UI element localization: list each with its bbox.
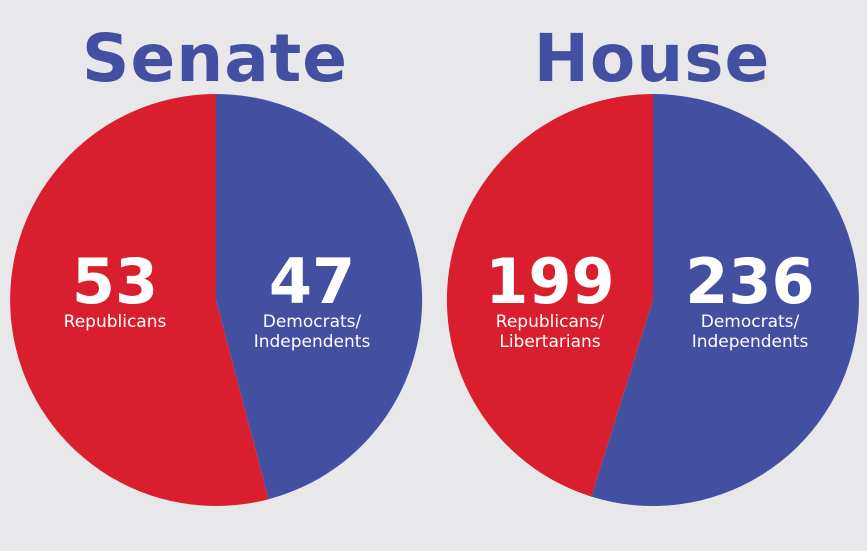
house-republican-party-line2: Libertarians bbox=[499, 332, 601, 352]
senate-republican-count: 53 bbox=[71, 245, 159, 318]
senate-democrat-slice bbox=[216, 93, 423, 500]
house-title: House bbox=[533, 20, 771, 97]
senate-democrat-count: 47 bbox=[268, 245, 356, 318]
senate-title: Senate bbox=[81, 20, 349, 97]
house-democrat-slice bbox=[591, 94, 859, 507]
senate-democrat-party-line2: Independents bbox=[253, 332, 371, 352]
senate-republican-label: 53 Republicans bbox=[40, 245, 190, 333]
house-pie bbox=[446, 93, 859, 507]
senate-republican-party: Republicans bbox=[63, 312, 167, 332]
house-democrat-count: 236 bbox=[685, 245, 815, 318]
house-republican-party-line1: Republicans/ bbox=[495, 312, 605, 332]
house-republican-label: 199 Republicans/ Libertarians bbox=[475, 245, 625, 353]
house-democrat-label: 236 Democrats/ Independents bbox=[670, 245, 830, 353]
senate-democrat-label: 47 Democrats/ Independents bbox=[232, 245, 392, 353]
house-democrat-party-line1: Democrats/ bbox=[700, 312, 800, 332]
senate-democrat-party-line1: Democrats/ bbox=[262, 312, 362, 332]
house-democrat-party-line2: Independents bbox=[691, 332, 809, 352]
house-republican-slice bbox=[446, 93, 653, 497]
senate-republican-slice bbox=[10, 94, 269, 506]
house-republican-count: 199 bbox=[485, 245, 615, 318]
senate-pie bbox=[10, 93, 423, 506]
